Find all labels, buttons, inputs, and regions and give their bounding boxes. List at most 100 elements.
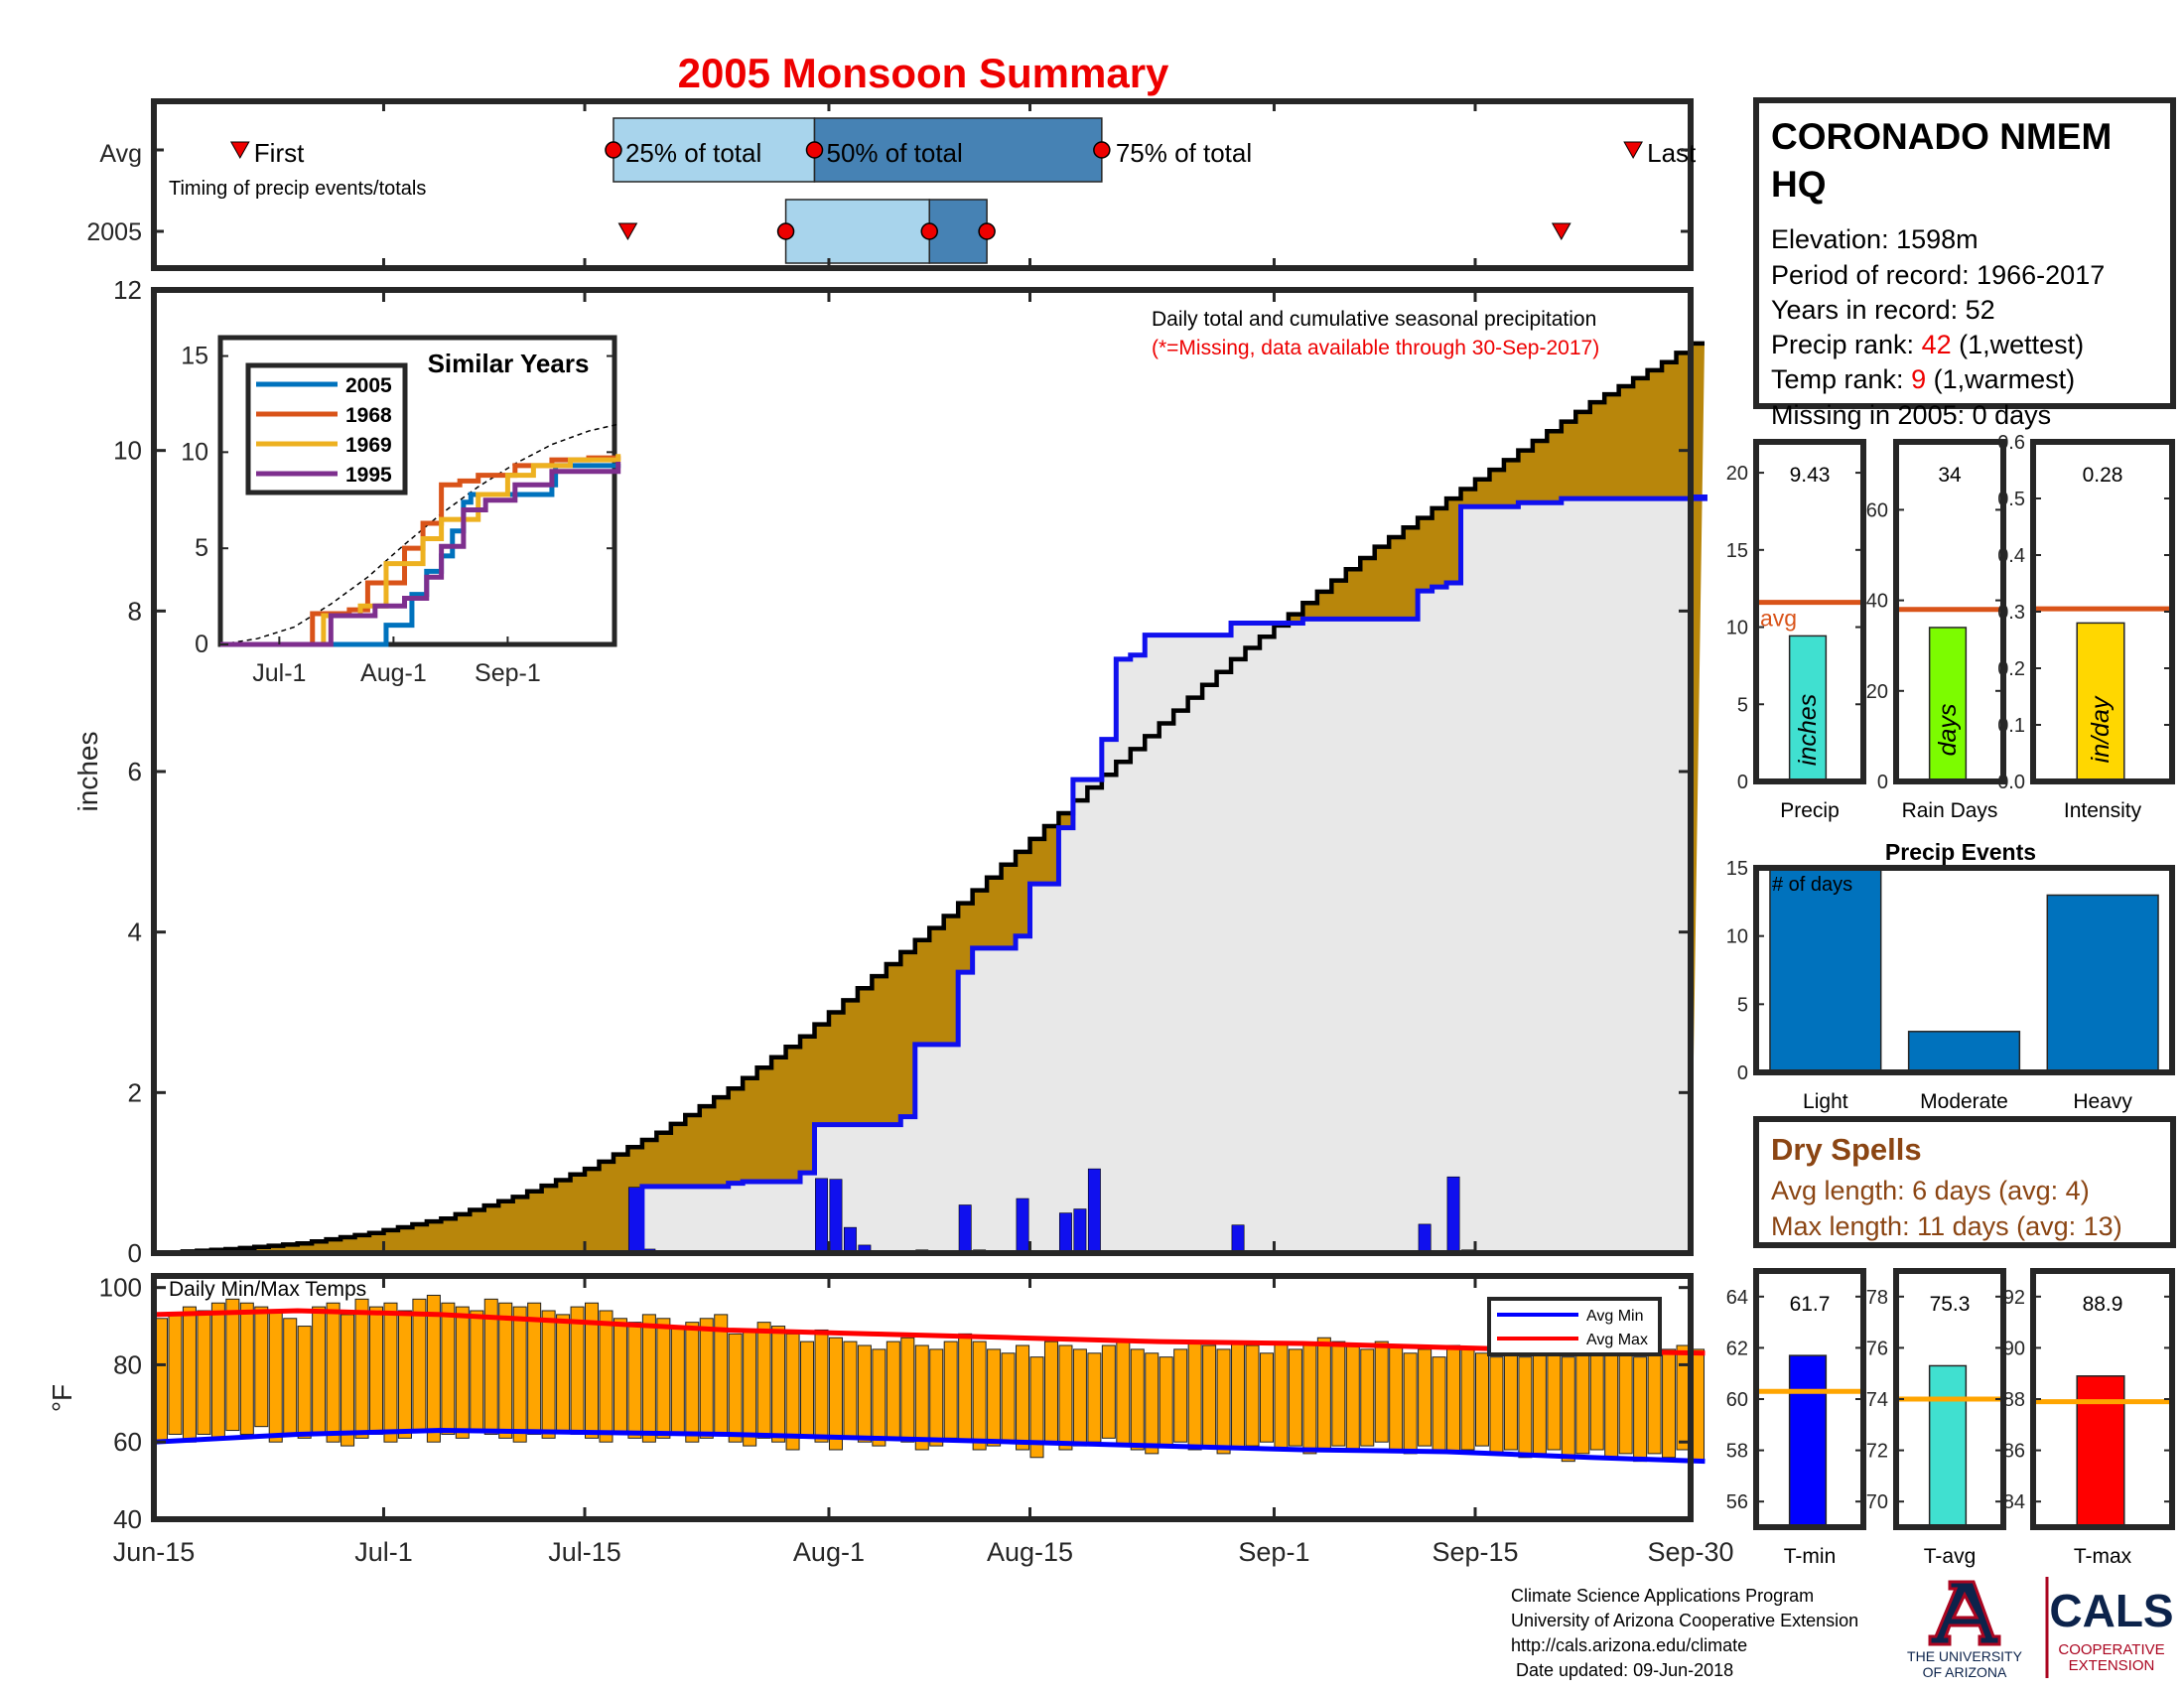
daily-precip-bar [1073, 1208, 1087, 1254]
events-category-label: Light [1803, 1090, 1848, 1113]
daily-temp-bar [383, 1302, 398, 1443]
p25-label: 25% of total [625, 138, 761, 168]
inset-marks [219, 423, 621, 647]
tmax-bar-ytick-label: 90 [2003, 1338, 2025, 1359]
daily-temp-bar [556, 1314, 571, 1432]
temps-legend [1487, 1297, 1662, 1356]
university-of-arizona-logo: THE UNIVERSITY OF ARIZONA [1907, 1580, 2023, 1680]
daily-temp-bar [670, 1326, 685, 1435]
tavg-bar-bar [1928, 1364, 1968, 1528]
daily-temp-bar [828, 1337, 843, 1451]
daily-precip-bar [627, 1187, 641, 1254]
daily-temp-bar [1058, 1344, 1073, 1451]
p75-label: 75% of total [1116, 138, 1252, 168]
precip-bar-ytick-label: 0 [1737, 772, 1748, 793]
daily-precip-bar [1231, 1224, 1245, 1254]
last-label: Last [1647, 138, 1697, 168]
events-bar-moderate [1907, 1031, 2021, 1073]
station-years: Years in record: 52 [1771, 295, 1995, 325]
main-ytick-label: 0 [128, 1238, 142, 1268]
raindays-bar-value-label: 34 [1938, 464, 1962, 487]
daily-temp-bar [1116, 1340, 1131, 1447]
precip-bar-ytick-label: 5 [1737, 694, 1748, 716]
events-category-label: Moderate [1920, 1090, 2008, 1113]
inset-series-1968 [220, 455, 621, 647]
temps-plot-frame [151, 1273, 1694, 1522]
y2005-pct-marker-2 [978, 222, 996, 240]
shared-x-axis: Jun-15 Jul-1 Jul-15 Aug-1 Aug-15 Sep-1 Sep-15 S… [113, 1276, 1734, 1567]
daily-precip-bar [1446, 1176, 1460, 1254]
temps-title: Daily Min/Max Temps [169, 1278, 366, 1301]
daily-temp-bar [943, 1340, 958, 1439]
legend-avg-max-label: Avg Max [1586, 1332, 1648, 1348]
ua-logo-text-2: OF ARIZONA [1923, 1664, 2007, 1680]
precip-events-marks: Light Moderate Heavy 0 5 10 15 [1726, 858, 2175, 1113]
intensity-bar-bar-label: in/day [2087, 695, 2115, 763]
daily-temp-bar [656, 1318, 671, 1439]
daily-precip-bar [1016, 1198, 1029, 1254]
daily-temp-bar [1503, 1352, 1518, 1451]
precip-events-title: Precip Events [1885, 839, 2036, 865]
daily-temp-bar [412, 1298, 427, 1432]
tmax-bar-value-label: 88.9 [2083, 1293, 2123, 1316]
daily-temp-bar [341, 1314, 355, 1447]
daily-temp-bar [1474, 1352, 1490, 1447]
daily-temp-bar [297, 1326, 312, 1439]
events-ytick-label: 15 [1726, 858, 1748, 880]
daily-temp-bar [972, 1340, 987, 1451]
dry-spells-avg: Avg length: 6 days (avg: 4) [1771, 1176, 2090, 1205]
daily-temp-bar [426, 1294, 441, 1443]
precip-events-annotation: # of days [1772, 874, 1852, 896]
daily-precip-bar [843, 1226, 857, 1254]
daily-temp-bar [254, 1306, 269, 1428]
daily-temp-bar [1532, 1348, 1547, 1455]
daily-temp-bar [326, 1302, 341, 1443]
daily-temp-bar [1561, 1356, 1575, 1463]
precip-bar-frame [1753, 439, 1866, 784]
tavg-bar-ytick-label: 74 [1866, 1389, 1888, 1411]
daily-temp-bar [197, 1310, 211, 1435]
daily-temp-bar [743, 1329, 757, 1447]
temps-ytick-label: 100 [99, 1273, 142, 1303]
daily-temp-bar [268, 1310, 283, 1443]
daily-temp-bar [1345, 1344, 1360, 1451]
tmin-bar-ytick-label: 56 [1726, 1491, 1748, 1513]
tavg-bar-ytick-label: 70 [1866, 1491, 1888, 1513]
footer: Climate Science Applications Program Uni… [1511, 1577, 2174, 1680]
timing-panel: Avg 2005 Timing of precip events/totals … [86, 98, 1697, 271]
precip-bar-category-label: Precip [1780, 799, 1840, 822]
temps-ytick-label: 80 [113, 1349, 142, 1379]
shared-xtick-label: Sep-15 [1432, 1537, 1518, 1567]
shared-xtick-label: Jul-15 [548, 1537, 621, 1567]
intensity-bar-ytick-label: 0.6 [1997, 432, 2025, 454]
temps-chart: 40 60 80 100 Jun-15 Jul-1 Jul-15 Aug-1 Aug-15 Se… [47, 1273, 1734, 1567]
avg-cumulative-line [154, 341, 1705, 1256]
inset-legend-label-1968: 1968 [345, 404, 392, 427]
daily-temp-bar [1374, 1340, 1389, 1443]
inset-series-1995 [220, 462, 621, 647]
daily-temp-bar [1618, 1348, 1633, 1455]
daily-temp-bar [627, 1322, 642, 1439]
tmin-bar-category-label: T-min [1784, 1545, 1837, 1568]
daily-temp-bar [886, 1340, 900, 1439]
tmax-bar-ytick-label: 92 [2003, 1287, 2025, 1309]
daily-temp-bar [1087, 1352, 1102, 1443]
station-missing: Missing in 2005: 0 days [1771, 400, 2051, 430]
daily-temp-bar [1173, 1348, 1188, 1443]
daily-temp-bar [1202, 1344, 1217, 1447]
intensity-bar-ytick-label: 0.1 [1997, 715, 2025, 737]
footer-line-3: http://cals.arizona.edu/climate [1511, 1635, 1747, 1655]
avg-pct-marker-2 [1093, 141, 1111, 159]
intensity-bar-ytick-label: 0.4 [1997, 545, 2025, 567]
tmax-bar-ytick-label: 88 [2003, 1389, 2025, 1411]
first-label: First [254, 138, 305, 168]
daily-temp-bar [728, 1333, 743, 1443]
daily-precip-bar [1058, 1212, 1072, 1254]
daily-temp-bar [1216, 1348, 1231, 1455]
daily-temp-bar [857, 1344, 872, 1443]
cals-logo-text: CALS [2049, 1585, 2173, 1636]
daily-temp-bar [1187, 1340, 1202, 1451]
daily-temp-bar [283, 1318, 298, 1435]
daily-temp-bar [699, 1318, 714, 1439]
precip-events-chart: Precip Events Light Moderate Heavy 0 5 10 15 #… [1726, 839, 2175, 1113]
